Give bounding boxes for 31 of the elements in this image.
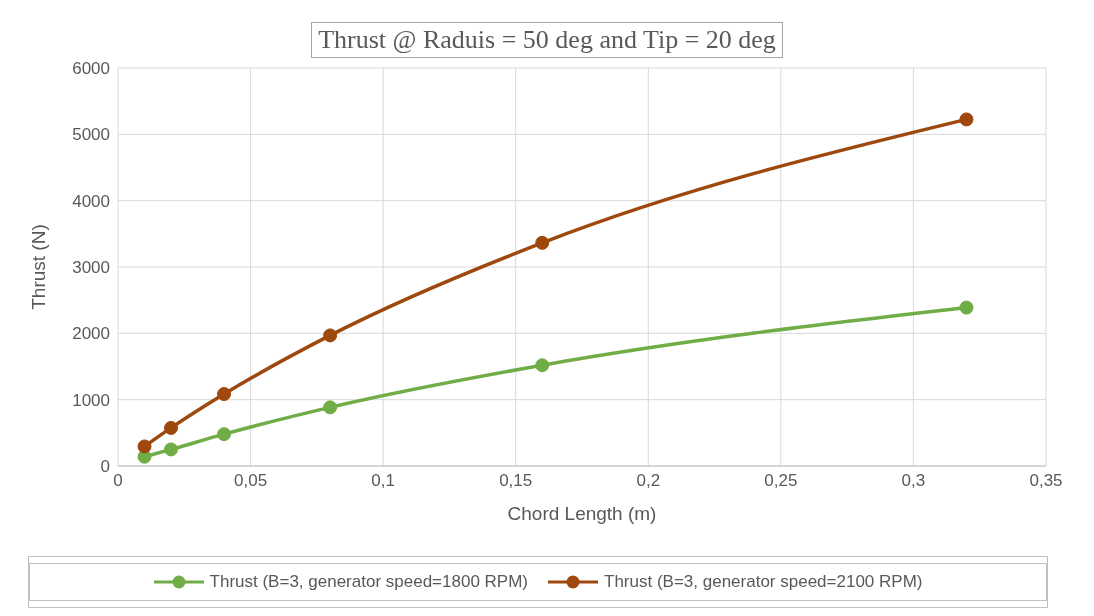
point [535, 235, 550, 250]
x-tick-label: 0,35 [1029, 471, 1063, 491]
y-tick-label: 1000 [72, 390, 110, 410]
x-tick-label: 0,1 [371, 471, 395, 491]
y-tick-label: 3000 [72, 258, 110, 278]
x-tick-label: 0,2 [636, 471, 661, 491]
x-axis-title: Chord Length (m) [507, 503, 657, 524]
y-tick-label: 5000 [72, 125, 110, 145]
y-tick-label: 2000 [72, 324, 110, 344]
x-tick-label: 0 [113, 471, 123, 491]
x-tick-label: 0,3 [901, 471, 926, 491]
x-tick-label: 0,25 [764, 471, 798, 491]
y-tick-label: 4000 [72, 191, 110, 211]
point [164, 420, 179, 435]
point [164, 442, 179, 457]
point [217, 427, 232, 442]
point [323, 400, 338, 415]
point [959, 300, 974, 315]
y-axis-title: Thrust (N) [27, 224, 49, 310]
chart-title: Thrust @ Raduis = 50 deg and Tip = 20 deg [311, 22, 783, 58]
point [959, 112, 974, 127]
y-tick-label: 6000 [72, 59, 110, 79]
point [535, 358, 550, 373]
legend-label: Thrust (B=3, generator speed=1800 RPM) [208, 572, 528, 592]
point [137, 439, 152, 454]
x-tick-label: 0,15 [499, 471, 533, 491]
x-tick-label: 0,05 [234, 471, 268, 491]
point [217, 387, 232, 402]
legend-label: Thrust (B=3, generator speed=2100 RPM) [603, 572, 923, 592]
point [323, 328, 338, 343]
y-tick-label: 0 [100, 457, 110, 477]
